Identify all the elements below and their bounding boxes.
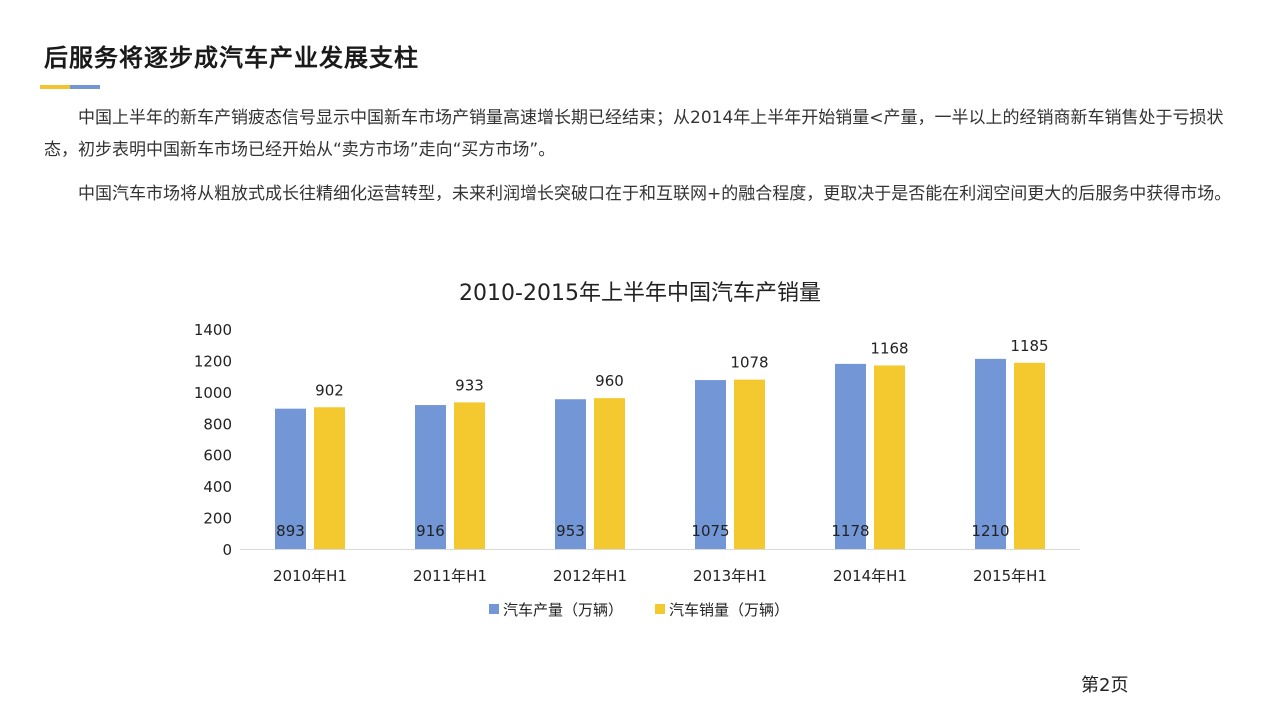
production-bar	[835, 363, 866, 549]
production-bar	[275, 408, 306, 549]
x-tick-label: 2012年H1	[553, 567, 627, 585]
sales-bar	[734, 379, 765, 549]
y-tick-label: 800	[203, 415, 232, 433]
legend-swatch-production	[489, 604, 499, 614]
legend-label-sales: 汽车销量（万辆）	[669, 601, 789, 619]
production-bar	[415, 405, 446, 549]
y-tick-label: 600	[203, 447, 232, 465]
sales-data-label: 960	[595, 372, 624, 390]
x-tick-label: 2014年H1	[833, 567, 907, 585]
x-tick-label: 2013年H1	[693, 567, 767, 585]
slide-title: 后服务将逐步成汽车产业发展支柱	[44, 44, 419, 72]
paragraph-market-transition: 中国汽车市场将从粗放式成长往精细化运营转型，未来利润增长突破口在于和互联网+的融…	[78, 184, 1232, 204]
production-bar	[695, 380, 726, 549]
sales-data-label: 902	[315, 381, 344, 399]
production-bar	[555, 399, 586, 549]
production-data-label: 1210	[971, 522, 1009, 540]
accent-blue	[70, 85, 100, 89]
sales-data-label: 1168	[870, 339, 908, 357]
page-number: 第2页	[1081, 675, 1129, 696]
accent-yellow	[40, 85, 70, 89]
y-tick-label: 1400	[194, 321, 232, 339]
sales-data-label: 1185	[1010, 337, 1048, 355]
sales-bar	[1014, 362, 1045, 549]
production-data-label: 1178	[831, 522, 869, 540]
y-tick-label: 1000	[194, 384, 232, 402]
sales-bar	[594, 398, 625, 549]
paragraph-market-signal: 中国上半年的新车产销疲态信号显示中国新车市场产销量高速增长期已经结束；从2014…	[44, 108, 1224, 160]
production-data-label: 893	[276, 522, 305, 540]
sales-bar	[874, 365, 905, 549]
legend-label-production: 汽车产量（万辆）	[503, 601, 623, 619]
x-tick-label: 2010年H1	[273, 567, 347, 585]
y-tick-label: 1200	[194, 352, 232, 370]
legend-swatch-sales	[655, 604, 665, 614]
production-data-label: 1075	[691, 522, 729, 540]
sales-data-label: 933	[455, 376, 484, 394]
production-data-label: 953	[556, 522, 585, 540]
sales-data-label: 1078	[730, 354, 768, 372]
y-tick-label: 400	[203, 478, 232, 496]
y-tick-label: 200	[203, 510, 232, 528]
production-data-label: 916	[416, 522, 445, 540]
production-bar	[975, 358, 1006, 549]
sales-bar	[314, 407, 345, 549]
chart-title: 2010-2015年上半年中国汽车产销量	[459, 281, 821, 306]
title-accent-bar	[40, 85, 100, 89]
x-tick-label: 2011年H1	[413, 567, 487, 585]
x-tick-label: 2015年H1	[973, 567, 1047, 585]
sales-bar	[454, 402, 485, 549]
y-tick-label: 0	[222, 541, 232, 559]
